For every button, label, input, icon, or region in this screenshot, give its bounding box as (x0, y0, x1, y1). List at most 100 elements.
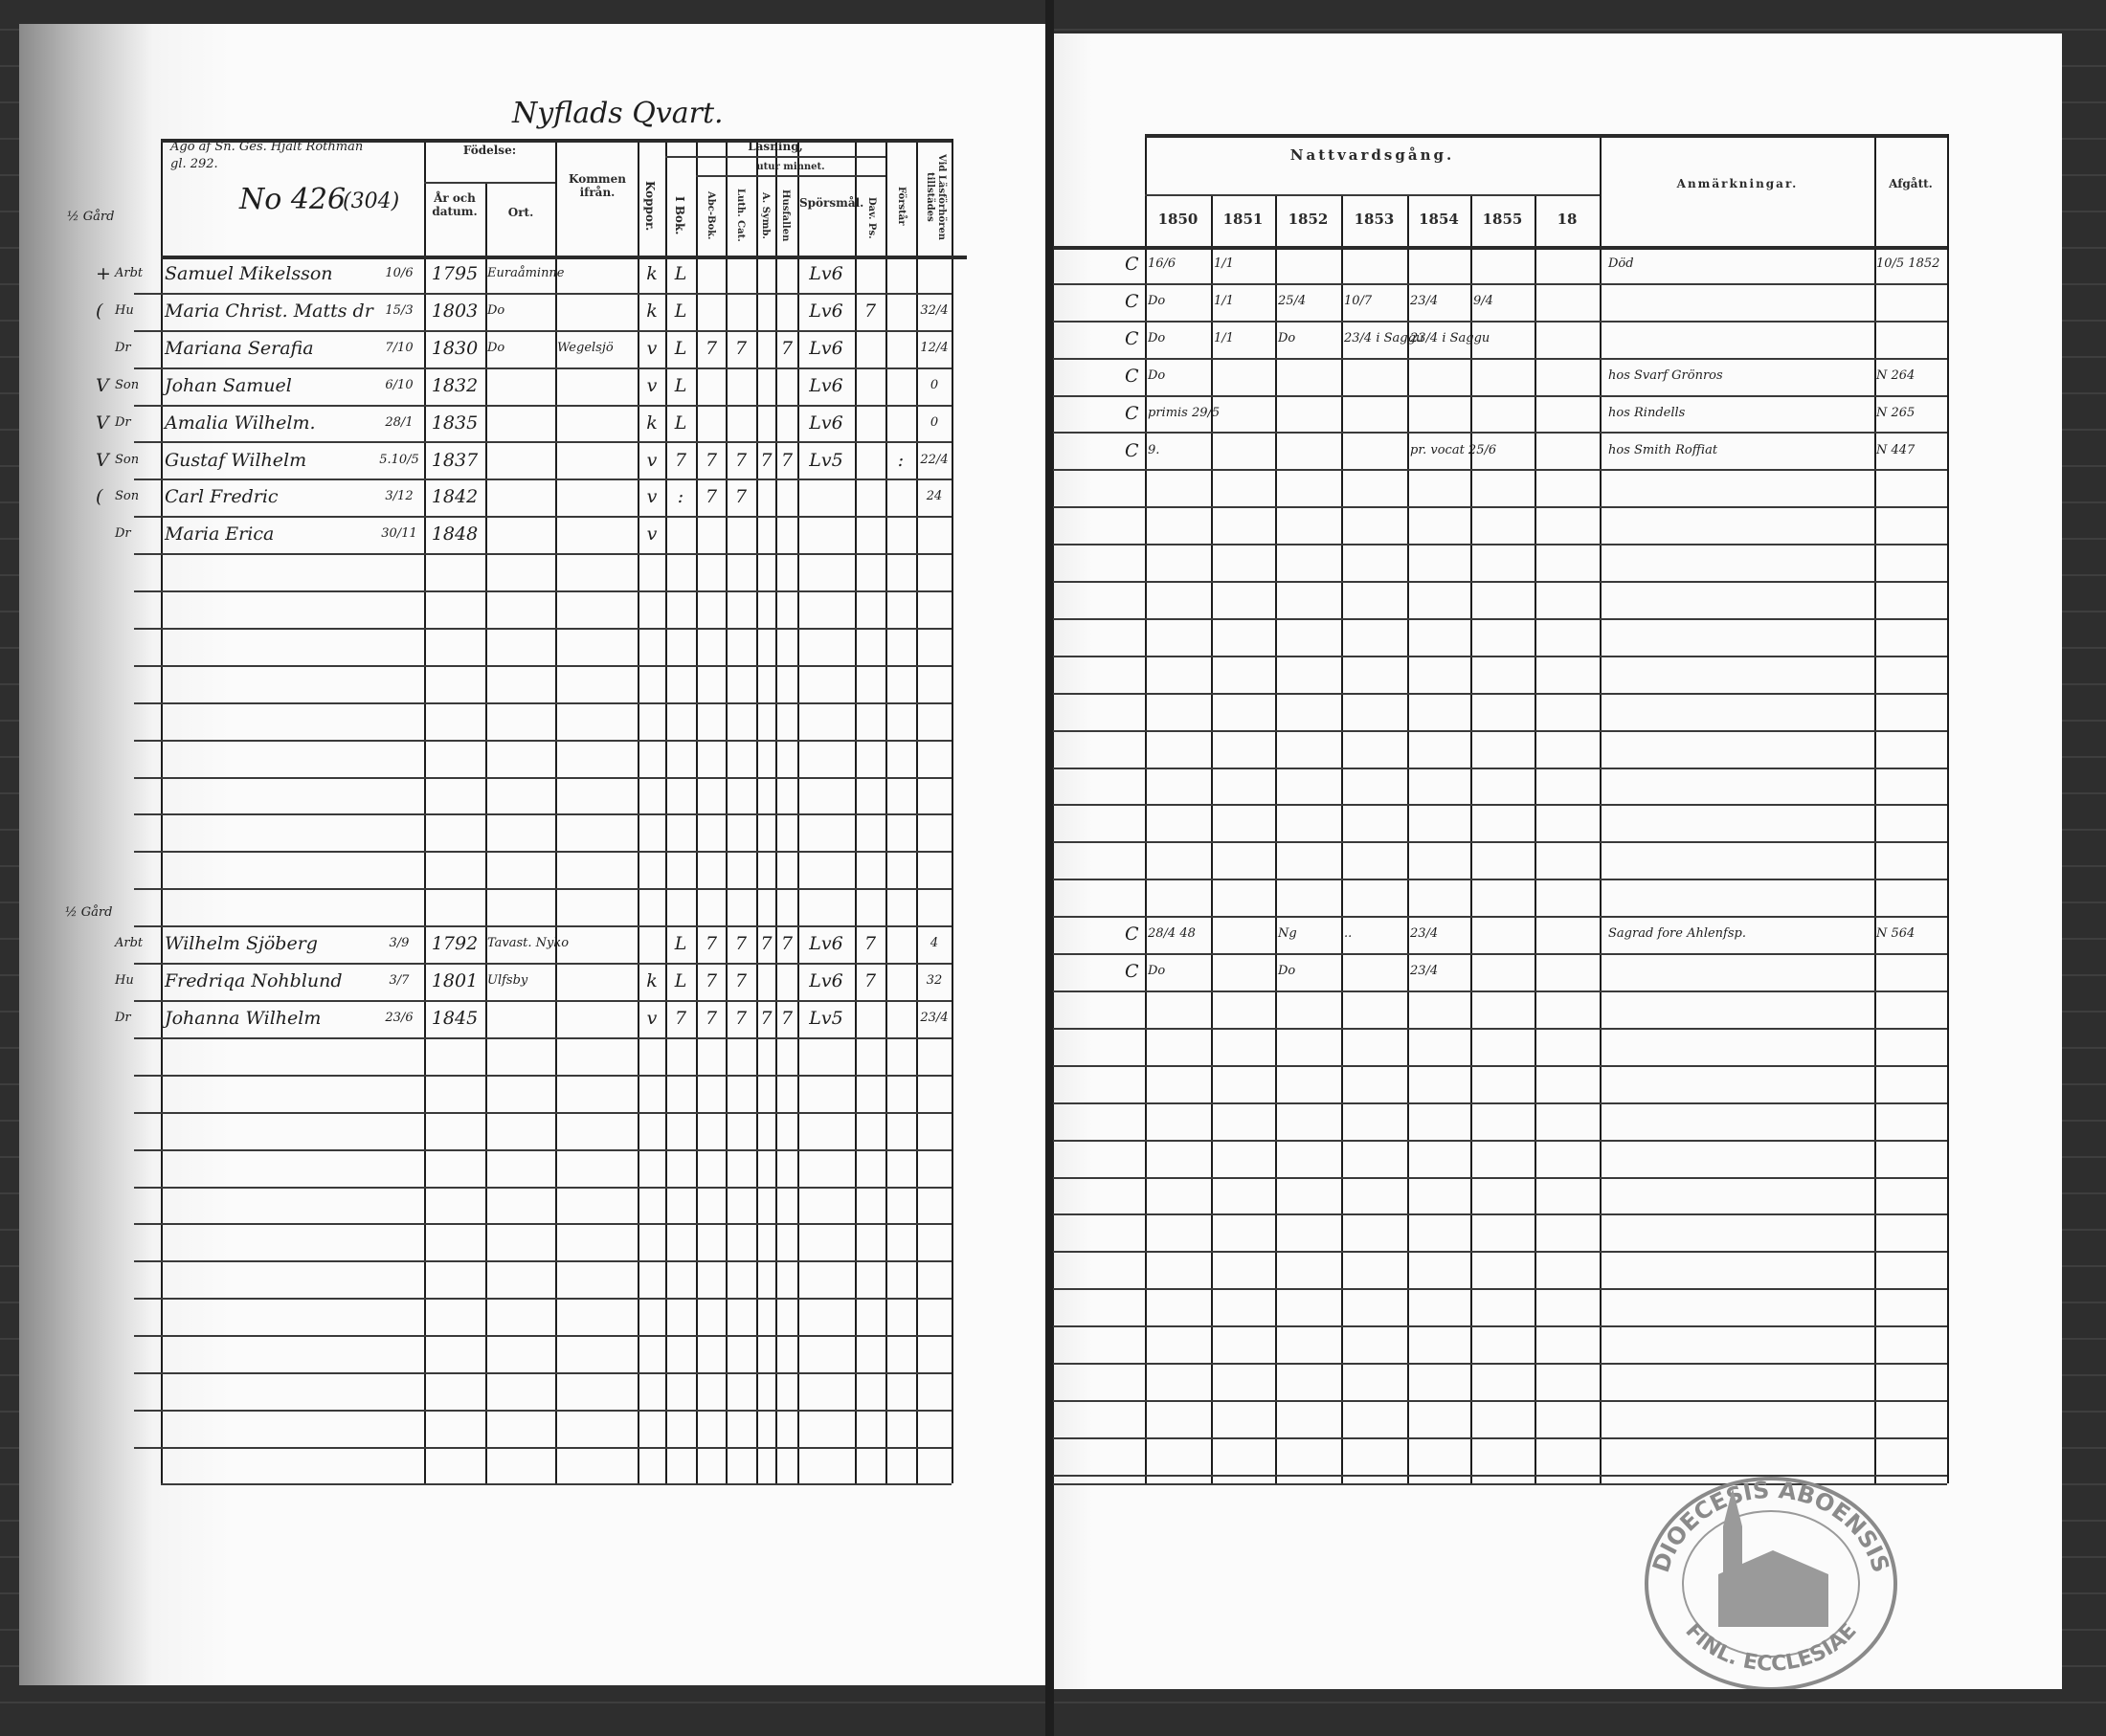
birth-day-cell: 3/12 (385, 489, 414, 503)
birth-day-cell: 30/11 (381, 526, 417, 541)
table-rule-horizontal (134, 367, 952, 369)
header-year-1851: 1851 (1222, 211, 1264, 228)
birth-year-cell: 1845 (431, 1008, 479, 1029)
relation-cell: Hu (115, 303, 134, 318)
table-rule-horizontal (1053, 469, 1947, 471)
i-bok-cell: : (677, 486, 684, 507)
sporsmal-cell: Lv6 (809, 933, 843, 954)
remark-cell: Sagrad fore Ahlenfsp. (1608, 926, 1746, 941)
communion-cell: 1/1 (1214, 256, 1234, 271)
table-rule-horizontal (696, 175, 885, 177)
table-rule-horizontal (424, 182, 555, 184)
table-rule-horizontal (134, 1112, 952, 1114)
departed-cell: N 447 (1876, 443, 1916, 457)
header-afgatt: Afgått. (1889, 177, 1933, 190)
table-rule-horizontal (134, 1037, 952, 1039)
birth-year-cell: 1835 (431, 412, 479, 434)
birth-day-cell: 5.10/5 (379, 453, 419, 467)
table-rule-horizontal (161, 139, 952, 143)
table-rule-vertical (726, 139, 728, 1483)
communion-cell: 1/1 (1214, 294, 1234, 308)
table-rule-horizontal (1053, 1288, 1947, 1290)
table-rule-horizontal (134, 293, 952, 295)
i-bok-cell: L (674, 375, 687, 396)
birth-year-cell: 1801 (431, 970, 479, 991)
birth-place-cell: Do (487, 303, 505, 318)
forstar-cell: : (897, 450, 905, 471)
birth-year-cell: 1842 (431, 486, 479, 507)
koppor-cell: v (646, 486, 658, 507)
birth-place-cell: Tavast. Nyko (487, 936, 570, 950)
header-year-1853: 1853 (1354, 211, 1395, 228)
diocese-stamp: DIOECESIS ABOENSIS FINL. ECCLESIAE (1645, 1477, 1897, 1689)
name-cell: Maria Erica (165, 523, 275, 545)
luth-cat-cell: 7 (734, 338, 748, 359)
table-rule-vertical (424, 139, 426, 1483)
table-rule-horizontal (1053, 841, 1947, 843)
table-rule-horizontal (134, 925, 952, 927)
communion-cell: 23/4 i Saggu (1344, 331, 1424, 345)
header-vid-lasforhoren: Vid Läsförhören tillstädes (925, 153, 947, 241)
table-rule-horizontal (1053, 1140, 1947, 1142)
table-rule-vertical (485, 182, 487, 1483)
husfallen-cell: 7 (780, 1008, 794, 1029)
name-cell: Johanna Wilhelm (165, 1008, 322, 1029)
communion-cell: pr. vocat 25/6 (1410, 443, 1497, 457)
vid-lasforhoren-cell: 24 (926, 489, 943, 503)
household-number-old: (304) (343, 189, 400, 213)
header-fodelse: Födelse: (462, 144, 517, 157)
header-year-1855: 1855 (1482, 211, 1523, 228)
table-rule-horizontal (134, 1149, 952, 1151)
husfallen-cell: 7 (780, 450, 794, 471)
table-rule-horizontal (1053, 656, 1947, 657)
remark-cell: hos Rindells (1608, 406, 1686, 420)
dav-ps-cell: 7 (863, 970, 877, 991)
communion-cell: 10/7 (1344, 294, 1373, 308)
abc-cell: 7 (705, 486, 718, 507)
i-bok-cell: L (674, 338, 687, 359)
symb-cell: 7 (760, 450, 773, 471)
table-rule-vertical (775, 139, 777, 1483)
table-rule-horizontal (1053, 1325, 1947, 1327)
vid-lasforhoren-cell: 4 (930, 936, 939, 950)
communion-cell: Do (1148, 368, 1166, 383)
dav-ps-cell: 7 (863, 933, 877, 954)
departed-cell: N 265 (1876, 406, 1916, 420)
table-rule-horizontal (1053, 321, 1947, 323)
table-rule-horizontal (134, 1000, 952, 1002)
birth-day-cell: 7/10 (385, 341, 414, 355)
relation-cell: Son (115, 453, 140, 467)
i-bok-cell: L (674, 970, 687, 991)
table-rule-vertical (1874, 134, 1876, 1483)
table-rule-horizontal (1053, 1213, 1947, 1215)
table-rule-vertical (1341, 194, 1343, 1483)
table-rule-horizontal (1053, 246, 1947, 250)
vid-lasforhoren-cell: 32 (926, 973, 943, 988)
birth-year-cell: 1803 (431, 300, 479, 322)
header-kommen-ifran: Kommen ifrån. (569, 172, 626, 199)
sporsmal-cell: Lv6 (809, 338, 843, 359)
table-rule-horizontal (1053, 768, 1947, 769)
birth-year-cell: 1832 (431, 375, 479, 396)
relation-cell: Dr (115, 415, 131, 430)
header-forstar: Förstår (896, 186, 907, 226)
table-rule-horizontal (1053, 1065, 1947, 1067)
husfallen-cell: 7 (780, 933, 794, 954)
luth-cat-cell: 7 (734, 450, 748, 471)
luth-cat-cell: 7 (734, 486, 748, 507)
birth-day-cell: 23/6 (385, 1011, 414, 1025)
name-cell: Amalia Wilhelm. (165, 412, 316, 434)
table-rule-horizontal (1053, 358, 1947, 360)
birth-day-cell: 3/9 (389, 936, 410, 950)
table-rule-horizontal (1053, 1102, 1947, 1104)
table-rule-horizontal (1053, 990, 1947, 992)
header-dav-ps: Dav. Ps. (866, 196, 877, 239)
vid-lasforhoren-cell: 0 (930, 415, 939, 430)
symb-cell: 7 (760, 1008, 773, 1029)
page-title: Nyflads Qvart. (512, 97, 724, 130)
table-rule-horizontal (1053, 1483, 1947, 1485)
table-rule-horizontal (1053, 395, 1947, 397)
table-rule-horizontal (134, 405, 952, 407)
symb-cell: 7 (760, 933, 773, 954)
koppor-cell: v (646, 523, 658, 545)
